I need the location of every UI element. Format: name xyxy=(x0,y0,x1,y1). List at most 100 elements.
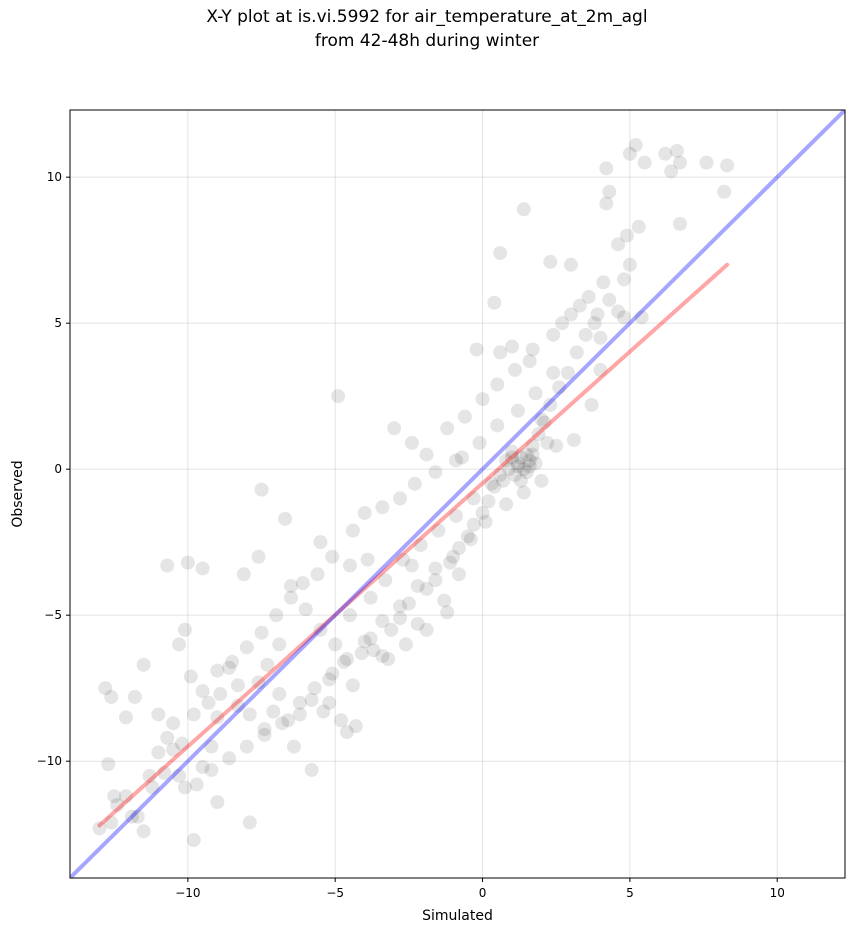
data-point xyxy=(472,435,487,450)
data-point xyxy=(395,552,410,567)
data-point xyxy=(204,739,219,754)
data-point xyxy=(257,722,272,737)
data-point xyxy=(242,815,257,830)
data-point xyxy=(587,316,602,331)
data-point xyxy=(552,380,567,395)
data-point xyxy=(502,462,517,477)
data-point xyxy=(505,444,520,459)
data-point xyxy=(316,704,331,719)
data-point xyxy=(213,687,228,702)
points-layer xyxy=(92,138,735,848)
identity-line xyxy=(70,110,845,878)
data-point xyxy=(393,599,408,614)
data-point xyxy=(322,695,337,710)
data-point xyxy=(602,184,617,199)
data-point xyxy=(254,625,269,640)
data-point xyxy=(499,453,514,468)
data-point xyxy=(230,698,245,713)
data-point xyxy=(499,497,514,512)
data-point xyxy=(419,581,434,596)
data-point xyxy=(513,450,528,465)
data-point xyxy=(345,678,360,693)
data-point xyxy=(339,724,354,739)
data-point xyxy=(357,634,372,649)
data-point xyxy=(101,757,116,772)
data-point xyxy=(543,254,558,269)
data-point xyxy=(720,158,735,173)
data-point xyxy=(342,608,357,623)
data-point xyxy=(281,713,296,728)
data-point xyxy=(375,649,390,664)
data-point xyxy=(393,611,408,626)
data-point xyxy=(357,505,372,520)
y-tick-label: 10 xyxy=(47,170,62,184)
data-point xyxy=(437,593,452,608)
data-point xyxy=(616,310,631,325)
data-point xyxy=(487,295,502,310)
data-point xyxy=(451,567,466,582)
data-point xyxy=(664,164,679,179)
data-point xyxy=(672,216,687,231)
data-point xyxy=(166,742,181,757)
data-point xyxy=(186,833,201,848)
data-point xyxy=(516,462,531,477)
data-point xyxy=(622,146,637,161)
data-point xyxy=(616,272,631,287)
data-point xyxy=(177,622,192,637)
data-point xyxy=(172,637,187,652)
data-point xyxy=(174,736,189,751)
data-point xyxy=(239,640,254,655)
data-point xyxy=(428,561,443,576)
data-point xyxy=(195,561,210,576)
data-point xyxy=(337,654,352,669)
data-point xyxy=(366,643,381,658)
y-axis-label: Observed xyxy=(10,460,26,527)
data-point xyxy=(507,362,522,377)
data-point xyxy=(222,660,237,675)
data-point xyxy=(254,482,269,497)
data-point xyxy=(443,555,458,570)
data-point xyxy=(561,365,576,380)
data-point xyxy=(210,710,225,725)
data-point xyxy=(407,476,422,491)
data-point xyxy=(672,155,687,170)
data-point xyxy=(505,339,520,354)
data-point xyxy=(284,578,299,593)
grid-layer xyxy=(70,110,845,878)
data-point xyxy=(236,567,251,582)
data-point xyxy=(110,797,125,812)
data-point xyxy=(272,637,287,652)
ticks-layer: −10 −5 0 5 10 −10 −5 0 5 10 xyxy=(37,170,785,900)
data-point xyxy=(419,622,434,637)
data-point xyxy=(230,678,245,693)
data-point xyxy=(375,500,390,515)
data-point xyxy=(572,298,587,313)
data-point xyxy=(387,421,402,436)
data-point xyxy=(449,508,464,523)
x-axis-label: Simulated xyxy=(422,908,493,924)
data-point xyxy=(510,403,525,418)
y-tick-label: 0 xyxy=(54,462,62,476)
x-tick-label: 5 xyxy=(626,886,634,900)
x-tick-label: −10 xyxy=(175,886,200,900)
data-point xyxy=(286,739,301,754)
data-point xyxy=(189,777,204,792)
data-point xyxy=(136,824,151,839)
data-point xyxy=(593,330,608,345)
fit-line xyxy=(97,262,730,828)
data-point xyxy=(454,450,469,465)
data-point xyxy=(513,473,528,488)
data-point xyxy=(451,541,466,556)
data-point xyxy=(516,202,531,217)
data-point xyxy=(136,657,151,672)
data-point xyxy=(325,549,340,564)
data-point xyxy=(160,730,175,745)
data-point xyxy=(563,307,578,322)
data-point xyxy=(428,465,443,480)
data-point xyxy=(130,809,145,824)
chart-title-line-1: X-Y plot at is.vi.5992 for air_temperatu… xyxy=(206,7,648,27)
data-point xyxy=(328,637,343,652)
data-point xyxy=(493,468,508,483)
data-point xyxy=(151,707,166,722)
data-point xyxy=(466,517,481,532)
